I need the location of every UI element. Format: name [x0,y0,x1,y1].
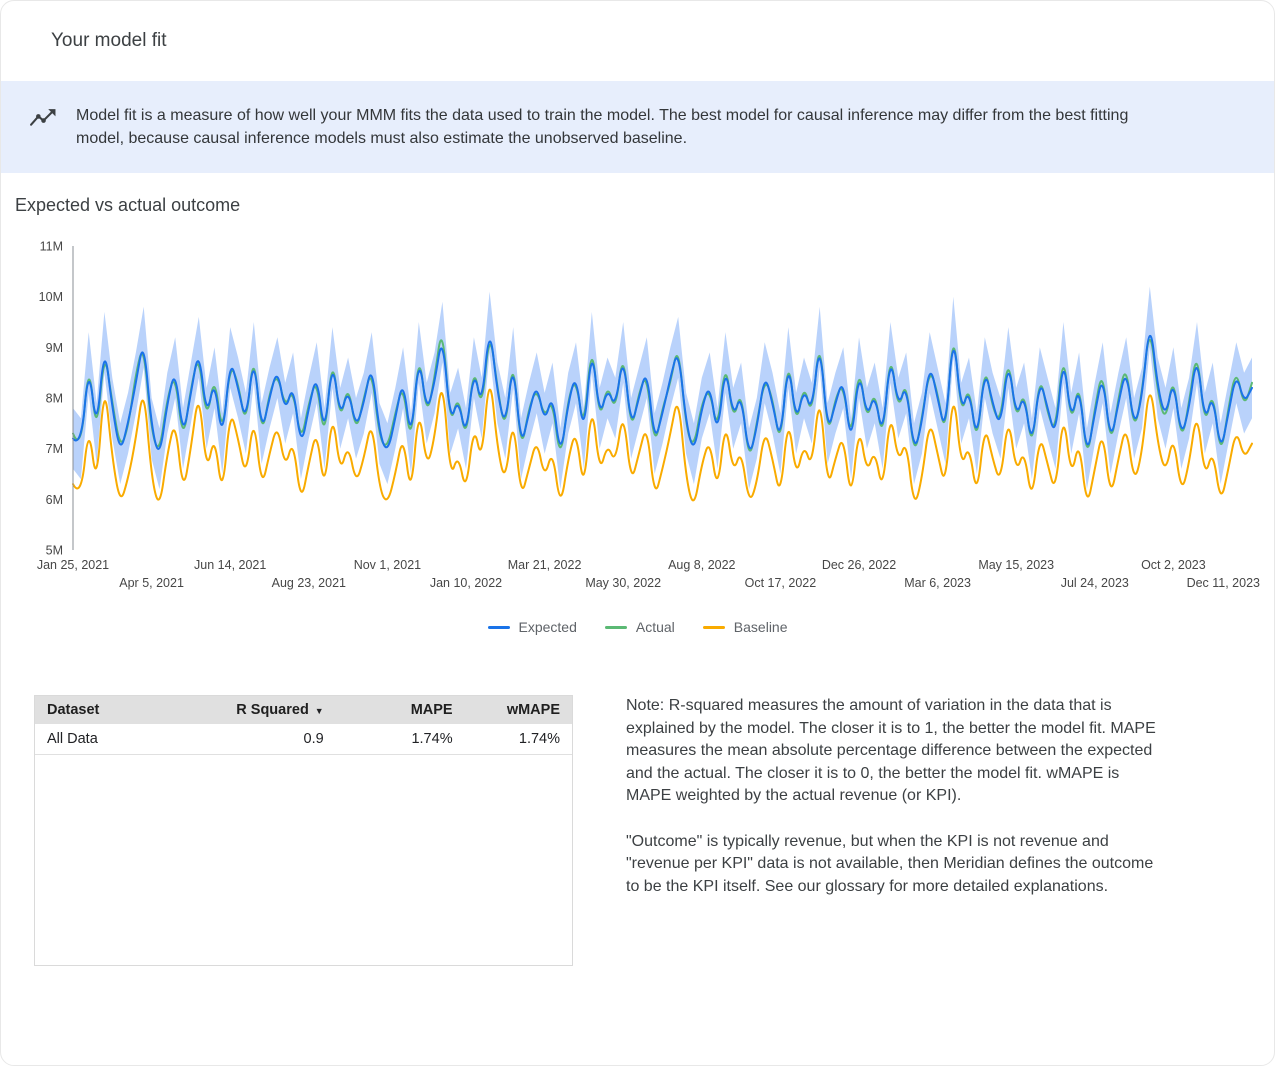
banner-text: Model fit is a measure of how well your … [76,107,1129,147]
legend-label: Expected [518,619,577,635]
legend-item-expected: Expected [487,619,577,635]
x-axis-tick-label: Dec 11, 2023 [1187,576,1260,590]
table-cell: 0.9 [169,724,336,755]
x-axis-tick-label: Jan 10, 2022 [430,576,502,590]
table-cell: All Data [35,724,170,755]
y-axis-tick-label: 7M [46,442,63,456]
table-cell: 1.74% [464,724,572,755]
y-axis-tick-label: 5M [46,544,63,558]
column-header-label: wMAPE [506,702,560,718]
table-row: All Data 0.9 1.74% 1.74% [35,724,572,755]
column-header-r-squared: R Squared ▼ [169,696,336,724]
column-header-label: MAPE [410,702,453,718]
legend-swatch-baseline [702,625,725,629]
column-header-label: Dataset [47,702,100,718]
page-title: Your model fit [51,30,167,51]
column-header-label: R Squared [236,702,309,718]
chart-legend: Expected Actual Baseline [15,619,1260,635]
x-axis-tick-label: Jul 24, 2023 [1061,576,1129,590]
column-header-mape: MAPE [335,696,465,724]
page-header: Your model fit [1,1,1274,81]
bottom-section: Dataset R Squared ▼ MAPE wMAPE All Data 0.9 1.… [1,695,1274,966]
y-axis-tick-label: 10M [39,290,63,304]
series-line-baseline [72,388,1253,502]
x-axis-tick-label: Dec 26, 2022 [822,558,896,572]
y-axis-tick-label: 6M [46,493,63,507]
confidence-band [73,286,1252,490]
legend-item-baseline: Baseline [702,619,788,635]
info-banner: Model fit is a measure of how well your … [1,81,1274,173]
sort-dropdown-icon[interactable]: ▼ [314,706,324,716]
x-axis-tick-label: Jan 25, 2021 [37,558,109,572]
x-axis-tick-label: Apr 5, 2021 [119,576,184,590]
legend-label: Actual [635,619,675,635]
chart-title: Expected vs actual outcome [15,195,241,215]
y-axis-tick-label: 11M [40,240,63,254]
x-axis-tick-label: May 30, 2022 [585,576,661,590]
column-header-wmape: wMAPE [464,696,572,724]
model-fit-chart-svg: 5M 6M 7M 8M 9M 10M 11M Jan 25, 2021 Apr 5, 2021 J… [37,240,1260,591]
x-axis-tick-label: Oct 2, 2023 [1141,558,1206,572]
notes: Note: R-squared measures the amount of v… [626,695,1160,898]
table-cell: 1.74% [335,724,465,755]
x-axis-tick-label: Nov 1, 2021 [354,558,421,572]
x-axis-tick-label: Mar 21, 2022 [508,558,582,572]
legend-item-actual: Actual [604,619,675,635]
x-axis-tick-label: Oct 17, 2022 [745,576,817,590]
chart-section: Expected vs actual outcome 5M 6M 7M 8M 9M 10M… [1,173,1274,635]
legend-swatch-expected [487,625,510,629]
metrics-thead-row: Dataset R Squared ▼ MAPE wMAPE [35,696,572,724]
x-axis-tick-label: Mar 6, 2023 [904,576,971,590]
model-fit-chart: 5M 6M 7M 8M 9M 10M 11M Jan 25, 2021 Apr 5, 2021 J… [15,232,1262,609]
y-axis-tick-label: 9M [46,341,63,355]
metrics-table: Dataset R Squared ▼ MAPE wMAPE All Data 0.9 1.… [34,695,573,966]
column-header-dataset: Dataset [35,696,170,724]
legend-label: Baseline [733,619,788,635]
note-paragraph-2: "Outcome" is typically revenue, but when… [626,832,1154,895]
series-line-expected [72,334,1253,450]
legend-swatch-actual [604,625,627,629]
y-axis-tick-label: 8M [46,392,63,406]
trending-line-icon [29,107,56,135]
note-paragraph-1: Note: R-squared measures the amount of v… [626,697,1156,804]
x-axis-tick-label: Aug 23, 2021 [272,576,346,590]
x-axis-tick-label: May 15, 2023 [978,558,1054,572]
x-axis-tick-label: Jun 14, 2021 [194,558,266,572]
metrics-tbody: All Data 0.9 1.74% 1.74% [35,724,572,755]
x-axis-tick-label: Aug 8, 2022 [668,558,735,572]
